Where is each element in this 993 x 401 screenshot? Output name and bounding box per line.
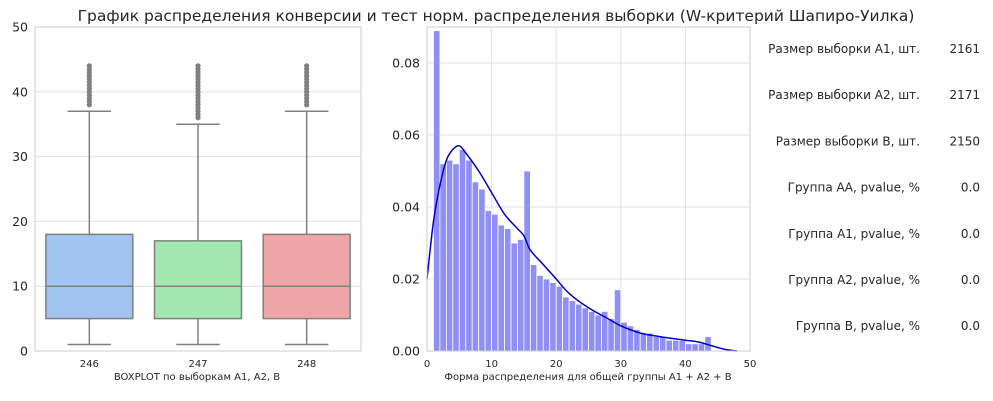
box-248 [262, 63, 351, 346]
chart-title-area: График распределения конверсии и тест но… [78, 7, 915, 25]
boxplot-frame [34, 26, 362, 352]
box-iqr [262, 233, 351, 320]
outlier-point [304, 63, 310, 69]
chart-title: График распределения конверсии и тест но… [78, 7, 915, 25]
y-tick-label: 50 [12, 20, 28, 35]
outlier-point [195, 63, 201, 69]
y-tick-label: 20 [12, 214, 28, 229]
y-tick-label: 0 [20, 344, 28, 359]
outlier-point [86, 63, 92, 69]
box-iqr [153, 240, 243, 320]
y-tick-label: 10 [12, 279, 28, 294]
x-tick-label: 248 [297, 359, 316, 370]
box-247 [153, 63, 243, 346]
x-tick-label: 246 [80, 359, 99, 370]
box-iqr [45, 233, 134, 320]
box-246 [45, 63, 134, 346]
boxplot-plot-area: 0 10 20 30 40 50 246 247 248 [12, 20, 362, 370]
boxplot-x-axis-label: BOXPLOT по выборкам А1, А2, B [114, 372, 280, 383]
y-tick-label: 40 [12, 84, 28, 99]
y-tick-label: 30 [12, 149, 28, 164]
x-tick-label: 247 [188, 359, 207, 370]
